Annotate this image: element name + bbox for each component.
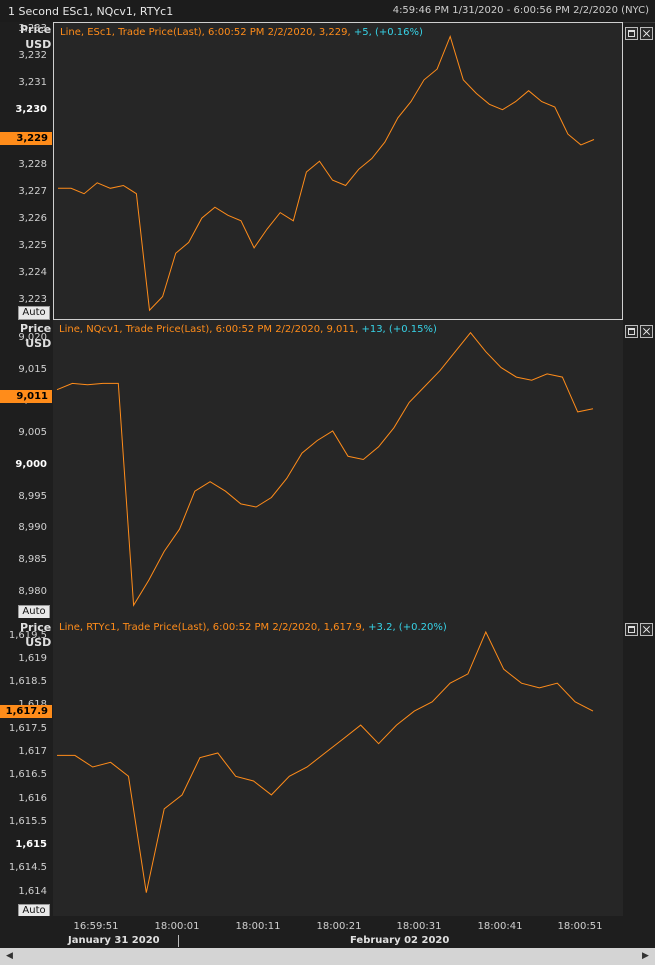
price-tick: 1,618 [18, 699, 47, 710]
series-legend: Line, RTYc1, Trade Price(Last), 6:00:52 … [59, 622, 447, 633]
current-price-marker: 3,229 [0, 132, 52, 146]
price-tick: 3,228 [18, 158, 47, 170]
time-tick: 18:00:31 [396, 921, 442, 932]
chart-panel-esc1: Price USD 3,233 3,232 3,231 3,230 3,229 3,228… [0, 22, 655, 320]
price-tick: 1,617.5 [8, 722, 47, 734]
close-icon[interactable] [640, 27, 653, 40]
price-tick: 1,618.5 [8, 676, 47, 688]
price-tick: 1,615.5 [8, 815, 47, 827]
price-tick: 3,226 [18, 212, 47, 224]
currency-label: USD [25, 337, 52, 350]
legend-change: +5, (+0.16%) [353, 27, 423, 38]
close-icon[interactable] [640, 623, 653, 636]
maximize-icon[interactable] [625, 325, 638, 338]
price-line-svg [58, 34, 595, 312]
legend-text: Line, ESc1, Trade Price(Last), 6:00:52 P… [60, 27, 354, 38]
price-tick: 1,619.5 [8, 629, 47, 641]
panel-controls [623, 25, 653, 44]
plot-area[interactable]: Line, NQcv1, Trade Price(Last), 6:00:52 … [53, 320, 623, 618]
legend-change: +3.2, (+0.20%) [368, 622, 447, 633]
price-tick: 3,225 [18, 239, 47, 251]
currency-label: USD [25, 38, 52, 51]
time-tick: 18:00:51 [557, 921, 603, 932]
price-axis[interactable]: Price USD 9,0209,0159,0109,0059,0008,995… [0, 320, 53, 619]
price-tick: 3,230 [15, 104, 47, 116]
price-tick: 3,227 [18, 185, 47, 197]
time-tick: 18:00:41 [477, 921, 523, 932]
legend-text: Line, NQcv1, Trade Price(Last), 6:00:52 … [59, 324, 362, 335]
price-tick: 8,985 [18, 553, 47, 565]
chart-panel-nqcv1: Price USD 9,0209,0159,0109,0059,0008,995… [0, 320, 655, 619]
maximize-icon[interactable] [625, 27, 638, 40]
price-tick: 1,617 [18, 746, 47, 758]
current-price-marker: 9,011 [0, 390, 52, 404]
price-tick: 3,232 [18, 50, 47, 62]
time-tick: 18:00:21 [316, 921, 362, 932]
price-tick: 3,233 [18, 23, 47, 35]
date-label-feb: February 02 2020 [350, 935, 450, 946]
horizontal-scrollbar[interactable]: ◀ ▶ [0, 948, 655, 965]
time-tick: 18:00:01 [154, 921, 200, 932]
price-tick: 1,615 [15, 839, 47, 851]
panel-controls [623, 621, 653, 640]
legend-text: Line, RTYc1, Trade Price(Last), 6:00:52 … [59, 622, 369, 633]
price-axis-header: Price USD [20, 321, 51, 351]
time-tick: 16:59:51 [73, 921, 119, 932]
scroll-left-icon[interactable]: ◀ [6, 951, 13, 961]
window-title-bar: 1 Second ESc1, NQcv1, RTYc1 4:59:46 PM 1… [0, 0, 655, 23]
price-tick: 1,614.5 [8, 862, 47, 874]
price-tick: 1,614 [18, 885, 47, 897]
auto-scale-button[interactable]: Auto [18, 605, 50, 619]
currency-label: USD [25, 636, 52, 649]
price-label: Price [20, 322, 52, 335]
series-legend: Line, ESc1, Trade Price(Last), 6:00:52 P… [60, 27, 423, 38]
price-tick: 8,990 [18, 522, 47, 534]
price-axis-header: Price USD [20, 620, 51, 650]
scroll-right-icon[interactable]: ▶ [642, 951, 649, 961]
date-range: 4:59:46 PM 1/31/2020 - 6:00:56 PM 2/2/20… [392, 5, 649, 16]
plot-area[interactable]: Line, ESc1, Trade Price(Last), 6:00:52 P… [53, 22, 623, 320]
price-tick: 9,020 [18, 332, 47, 344]
date-separator [178, 935, 179, 947]
series-legend: Line, NQcv1, Trade Price(Last), 6:00:52 … [59, 324, 437, 335]
price-tick: 3,224 [18, 266, 47, 278]
auto-scale-button[interactable]: Auto [18, 306, 50, 320]
price-tick: 8,995 [18, 490, 47, 502]
time-tick: 18:00:11 [235, 921, 281, 932]
plot-area[interactable]: Line, RTYc1, Trade Price(Last), 6:00:52 … [53, 618, 623, 916]
price-tick: 9,015 [18, 363, 47, 375]
close-icon[interactable] [640, 325, 653, 338]
price-line-svg [57, 630, 594, 893]
price-tick: 3,223 [18, 294, 47, 306]
price-axis[interactable]: Price USD 3,233 3,232 3,231 3,230 3,229 3,228… [0, 22, 53, 320]
series-line-nqcv1 [56, 331, 594, 607]
price-tick: 3,231 [18, 77, 47, 89]
chart-panel-rtyc1: Price USD 1,619.51,6191,618.51,6181,617.… [0, 618, 655, 918]
series-line-esc1 [58, 34, 595, 312]
series-line-rtyc1 [57, 630, 594, 893]
price-tick: 1,616.5 [8, 769, 47, 781]
price-axis-header: Price USD [20, 22, 51, 52]
legend-change: +13, (+0.15%) [361, 324, 437, 335]
price-tick: 9,000 [15, 458, 47, 470]
price-line-svg [56, 331, 594, 607]
date-label-jan: January 31 2020 [68, 935, 160, 946]
price-tick: 8,980 [18, 585, 47, 597]
price-label: Price [20, 23, 52, 36]
time-axis[interactable]: 16:59:51 18:00:01 18:00:11 18:00:21 18:0… [0, 916, 655, 948]
price-label: Price [20, 621, 52, 634]
panel-controls [623, 323, 653, 342]
price-tick: 9,005 [18, 427, 47, 439]
current-price-marker: 1,617.9 [0, 705, 52, 719]
maximize-icon[interactable] [625, 623, 638, 636]
price-axis[interactable]: Price USD 1,619.51,6191,618.51,6181,617.… [0, 618, 53, 918]
price-tick: 1,616 [18, 792, 47, 804]
price-tick: 1,619 [18, 652, 47, 664]
chart-title: 1 Second ESc1, NQcv1, RTYc1 [8, 5, 174, 18]
